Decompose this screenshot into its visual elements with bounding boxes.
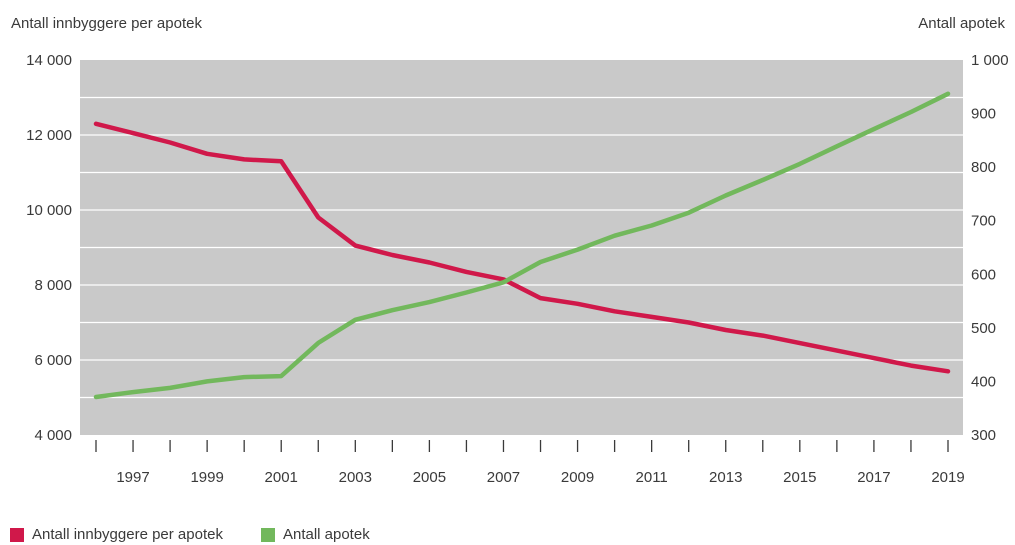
legend-swatch-residents-per-pharmacy xyxy=(10,527,24,542)
x-tick-label: 2017 xyxy=(857,469,890,486)
x-tick-label: 2013 xyxy=(709,469,742,486)
right-tick-label: 800 xyxy=(971,159,996,176)
right-tick-label: 1 000 xyxy=(971,52,1009,69)
right-tick-label: 500 xyxy=(971,320,996,337)
legend-label-residents-per-pharmacy: Antall innbyggere per apotek xyxy=(32,526,223,543)
left-tick-label: 10 000 xyxy=(26,202,72,219)
x-tick-label: 2001 xyxy=(265,469,298,486)
x-tick-label: 2019 xyxy=(931,469,964,486)
x-tick-label: 2011 xyxy=(636,469,668,486)
legend: Antall innbyggere per apotek Antall apot… xyxy=(10,526,408,543)
left-tick-label: 4 000 xyxy=(34,427,72,444)
x-tick-label: 1999 xyxy=(190,469,223,486)
line-chart: 4 000 6 000 8 000 10 000 12 000 14 000 300 400 5… xyxy=(26,52,1009,486)
series-line-1 xyxy=(93,91,951,400)
x-tick-label: 2003 xyxy=(339,469,372,486)
right-tick-label: 900 xyxy=(971,106,996,123)
series-line-0 xyxy=(93,121,951,374)
x-tick-label: 2015 xyxy=(783,469,816,486)
left-tick-label: 12 000 xyxy=(26,127,72,144)
left-axis-title: Antall innbyggere per apotek xyxy=(11,15,202,32)
x-tick-label: 2005 xyxy=(413,469,446,486)
right-tick-label: 700 xyxy=(971,213,996,230)
left-tick-label: 6 000 xyxy=(34,352,72,369)
legend-item-pharmacy-count: Antall apotek xyxy=(260,526,370,543)
right-tick-label: 400 xyxy=(971,373,996,390)
legend-item-residents-per-pharmacy: Antall innbyggere per apotek xyxy=(10,526,223,543)
legend-label-pharmacy-count: Antall apotek xyxy=(282,526,370,543)
x-tick-label: 2007 xyxy=(487,469,520,486)
x-tick-label: 1997 xyxy=(116,469,149,486)
x-tick-label: 2009 xyxy=(561,469,594,486)
right-axis-title: Antall apotek xyxy=(918,15,1005,32)
left-tick-label: 14 000 xyxy=(26,52,72,69)
left-tick-label: 8 000 xyxy=(34,277,72,294)
right-tick-label: 600 xyxy=(971,266,996,283)
legend-swatch-pharmacy-count xyxy=(260,527,275,542)
right-tick-label: 300 xyxy=(971,427,996,444)
